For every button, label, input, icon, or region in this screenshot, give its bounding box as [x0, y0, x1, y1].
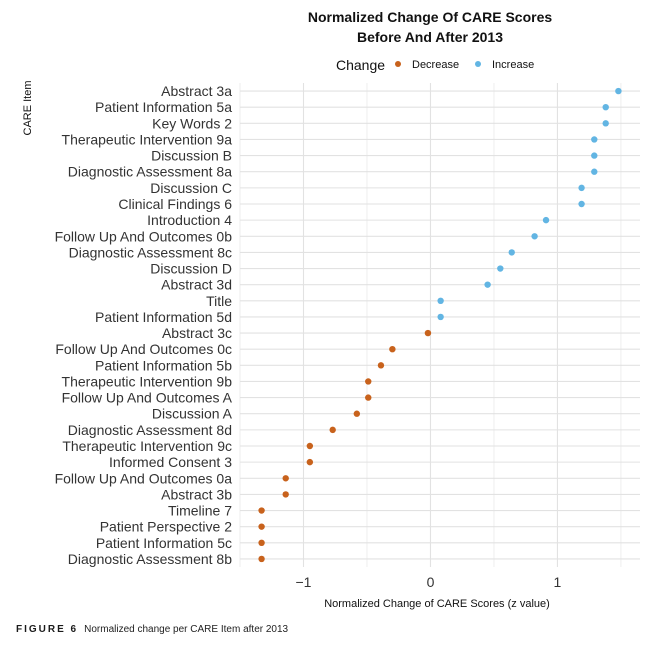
figure-caption-text: Normalized change per CARE Item after 20…: [84, 624, 289, 635]
category-label: Patient Information 5d: [95, 309, 232, 325]
data-point: [578, 200, 585, 208]
category-label: Title: [206, 293, 232, 309]
gridlines: [239, 83, 640, 567]
data-point: [542, 216, 550, 224]
category-label: Diagnostic Assessment 8a: [68, 164, 232, 180]
category-label: Follow Up And Outcomes 0c: [55, 341, 232, 357]
x-tick-label: 1: [554, 574, 562, 590]
data-point: [282, 475, 289, 482]
category-label: Therapeutic Intervention 9a: [62, 131, 233, 147]
legend-decrease-label: Decrease: [412, 59, 459, 71]
data-point: [258, 555, 265, 563]
legend-increase-label: Increase: [492, 59, 534, 71]
data-point: [591, 168, 598, 175]
legend: Change Decrease Increase: [336, 57, 534, 73]
chart-title-line2: Before And After 2013: [357, 29, 503, 45]
data-point: [258, 507, 265, 514]
category-label: Patient Information 5b: [95, 357, 232, 373]
data-point: [353, 410, 361, 417]
category-label: Discussion A: [152, 406, 233, 422]
category-label: Abstract 3a: [161, 83, 232, 99]
data-point: [437, 313, 444, 321]
category-label: Discussion C: [150, 180, 232, 196]
category-label: Follow Up And Outcomes A: [62, 390, 233, 406]
chart-title-line1: Normalized Change Of CARE Scores: [308, 9, 552, 25]
y-axis-title: CARE Item: [22, 80, 34, 135]
x-tick-label: 0: [427, 574, 435, 590]
data-point: [531, 233, 538, 240]
category-label: Diagnostic Assessment 8d: [68, 422, 232, 438]
category-label: Therapeutic Intervention 9b: [62, 373, 233, 389]
category-label: Diagnostic Assessment 8c: [69, 244, 232, 260]
data-point: [282, 491, 289, 498]
category-label: Abstract 3d: [161, 277, 232, 293]
data-point: [258, 539, 265, 546]
x-tick-label: −1: [296, 574, 312, 590]
data-point: [306, 458, 314, 466]
figure-caption: FIGURE 6 Normalized change per CARE Item …: [16, 624, 288, 635]
data-points: [258, 87, 622, 563]
category-label: Abstract 3b: [161, 486, 232, 502]
category-label: Patient Perspective 2: [100, 519, 233, 535]
category-label: Timeline 7: [168, 503, 232, 519]
category-label: Discussion D: [150, 261, 232, 277]
data-point: [424, 329, 432, 337]
data-point: [484, 281, 491, 288]
category-label: Therapeutic Intervention 9c: [62, 438, 232, 454]
data-point: [389, 346, 396, 353]
category-label: Discussion B: [151, 148, 232, 164]
x-axis-title: Normalized Change of CARE Scores (z valu…: [324, 598, 550, 610]
category-label: Clinical Findings 6: [118, 196, 232, 212]
legend-decrease-swatch: [395, 61, 401, 67]
legend-increase-swatch: [475, 61, 481, 67]
data-point: [437, 297, 444, 304]
legend-title: Change: [336, 57, 385, 73]
data-point: [508, 249, 515, 256]
category-label: Informed Consent 3: [109, 454, 232, 470]
data-point: [258, 523, 265, 530]
data-point: [497, 265, 504, 272]
category-label: Key Words 2: [152, 115, 232, 131]
category-label: Follow Up And Outcomes 0b: [55, 228, 233, 244]
data-point: [578, 184, 585, 192]
category-label: Introduction 4: [147, 212, 232, 228]
category-label: Patient Information 5c: [96, 535, 232, 551]
data-point: [377, 362, 385, 369]
data-point: [365, 394, 372, 401]
category-label: Patient Information 5a: [95, 99, 232, 115]
x-tick-labels: −1 0 1: [296, 574, 562, 590]
data-point: [615, 87, 622, 95]
figure-label: FIGURE 6: [16, 624, 79, 635]
data-point: [365, 378, 372, 385]
data-point: [591, 152, 598, 159]
data-point: [306, 442, 314, 450]
data-point: [329, 426, 336, 434]
category-label: Follow Up And Outcomes 0a: [55, 470, 233, 486]
data-point: [591, 136, 598, 143]
data-point: [602, 104, 609, 111]
data-point: [602, 120, 609, 127]
care-dot-chart: Normalized Change Of CARE Scores Before …: [22, 9, 640, 610]
category-label: Abstract 3c: [162, 325, 232, 341]
category-label: Diagnostic Assessment 8b: [68, 551, 232, 567]
